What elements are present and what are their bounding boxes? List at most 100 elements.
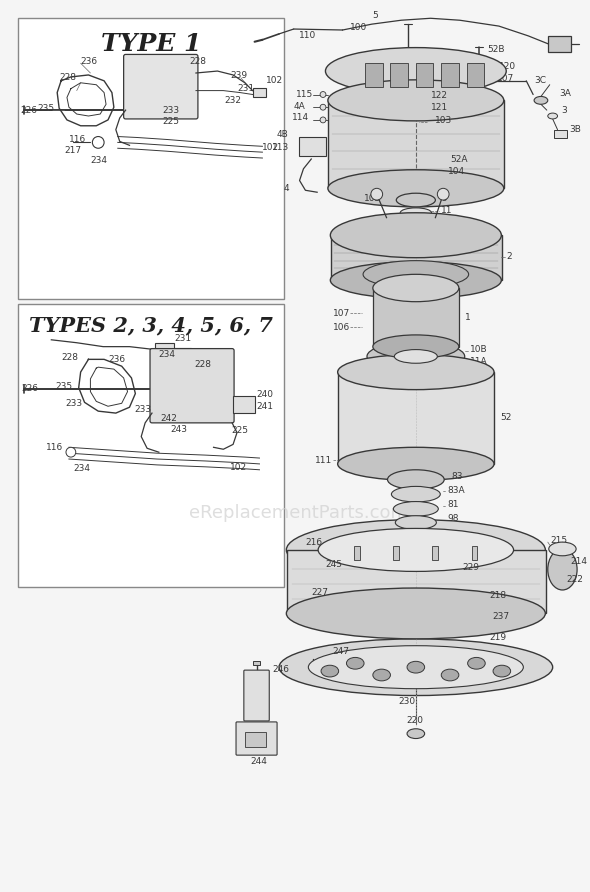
Text: 102: 102: [266, 77, 283, 86]
Text: 83: 83: [451, 472, 463, 481]
Text: 4A: 4A: [294, 102, 306, 111]
Text: 111: 111: [315, 456, 332, 465]
Text: 11: 11: [441, 206, 453, 215]
Text: 245: 245: [325, 560, 342, 569]
Bar: [548, 36, 571, 52]
Text: 103: 103: [435, 116, 453, 126]
Ellipse shape: [373, 669, 391, 681]
Bar: [471, 546, 477, 559]
Bar: [253, 661, 260, 665]
Text: 107: 107: [497, 74, 514, 83]
Text: 228: 228: [189, 57, 206, 66]
Text: 232: 232: [224, 95, 241, 105]
Text: 11A: 11A: [470, 357, 487, 366]
Text: 228: 228: [194, 359, 211, 368]
Ellipse shape: [326, 47, 506, 95]
Ellipse shape: [394, 350, 437, 363]
Ellipse shape: [400, 208, 431, 218]
Text: 110: 110: [299, 31, 316, 40]
Text: 102: 102: [230, 463, 247, 473]
Text: 233: 233: [163, 105, 180, 115]
FancyBboxPatch shape: [236, 722, 277, 756]
FancyBboxPatch shape: [124, 54, 198, 119]
Text: 231: 231: [237, 84, 254, 93]
Bar: [391, 63, 408, 87]
Ellipse shape: [321, 665, 339, 677]
Text: 237: 237: [492, 612, 509, 621]
Text: 106: 106: [333, 323, 350, 332]
Bar: [299, 136, 326, 156]
Text: 2: 2: [507, 252, 512, 261]
Ellipse shape: [394, 501, 438, 516]
Ellipse shape: [286, 588, 545, 639]
Ellipse shape: [337, 354, 494, 390]
Text: 52B: 52B: [487, 45, 504, 54]
Bar: [18, 18, 284, 299]
Ellipse shape: [548, 549, 577, 590]
Text: 122: 122: [431, 91, 447, 100]
Bar: [245, 731, 266, 747]
Ellipse shape: [534, 96, 548, 104]
Ellipse shape: [441, 669, 459, 681]
Bar: [155, 343, 175, 352]
Text: 10B: 10B: [470, 345, 487, 354]
Bar: [467, 63, 484, 87]
Ellipse shape: [407, 729, 425, 739]
Text: 231: 231: [175, 334, 192, 343]
Ellipse shape: [395, 516, 437, 529]
Text: 242: 242: [161, 415, 178, 424]
Circle shape: [371, 188, 383, 200]
Text: 121: 121: [431, 103, 448, 112]
Text: 52: 52: [500, 414, 512, 423]
Bar: [354, 546, 360, 559]
Ellipse shape: [346, 657, 364, 669]
Text: 52A: 52A: [450, 154, 467, 163]
Text: 216: 216: [306, 538, 323, 547]
Ellipse shape: [328, 80, 504, 121]
Bar: [416, 63, 434, 87]
Text: 236: 236: [108, 355, 125, 364]
Ellipse shape: [549, 542, 576, 556]
Text: 3: 3: [562, 105, 567, 115]
Ellipse shape: [373, 275, 459, 301]
Text: TYPE 1: TYPE 1: [101, 32, 201, 56]
FancyBboxPatch shape: [150, 349, 234, 423]
Ellipse shape: [363, 260, 468, 288]
Bar: [287, 549, 546, 614]
Text: 3A: 3A: [559, 89, 571, 98]
Circle shape: [320, 104, 326, 110]
Ellipse shape: [388, 470, 444, 490]
Text: 235: 235: [55, 382, 73, 392]
Ellipse shape: [373, 334, 459, 359]
Text: 3B: 3B: [569, 125, 581, 134]
Ellipse shape: [337, 447, 494, 481]
Bar: [394, 546, 399, 559]
Text: 114: 114: [291, 113, 309, 122]
Ellipse shape: [493, 665, 510, 677]
Text: 218: 218: [489, 591, 506, 600]
Ellipse shape: [396, 194, 435, 207]
Text: 222: 222: [566, 574, 584, 583]
Text: 228: 228: [61, 353, 78, 362]
Text: 214: 214: [571, 558, 587, 566]
Text: 116: 116: [69, 135, 86, 144]
Ellipse shape: [318, 528, 513, 572]
Text: 229: 229: [463, 563, 480, 572]
Ellipse shape: [286, 520, 545, 580]
Text: 1: 1: [465, 313, 470, 322]
Text: 4: 4: [284, 184, 290, 193]
Text: 100: 100: [350, 22, 368, 31]
Text: 102: 102: [263, 143, 280, 152]
Ellipse shape: [328, 169, 504, 207]
Text: 4B: 4B: [276, 130, 288, 139]
Bar: [233, 395, 255, 413]
Ellipse shape: [309, 646, 523, 689]
Bar: [331, 235, 502, 280]
Bar: [432, 546, 438, 559]
Bar: [253, 87, 266, 97]
Bar: [365, 63, 383, 87]
Text: TYPES 2, 3, 4, 5, 6, 7: TYPES 2, 3, 4, 5, 6, 7: [29, 316, 273, 335]
Text: 116: 116: [45, 442, 63, 452]
Text: 247: 247: [333, 647, 350, 656]
Text: 107: 107: [333, 309, 350, 318]
